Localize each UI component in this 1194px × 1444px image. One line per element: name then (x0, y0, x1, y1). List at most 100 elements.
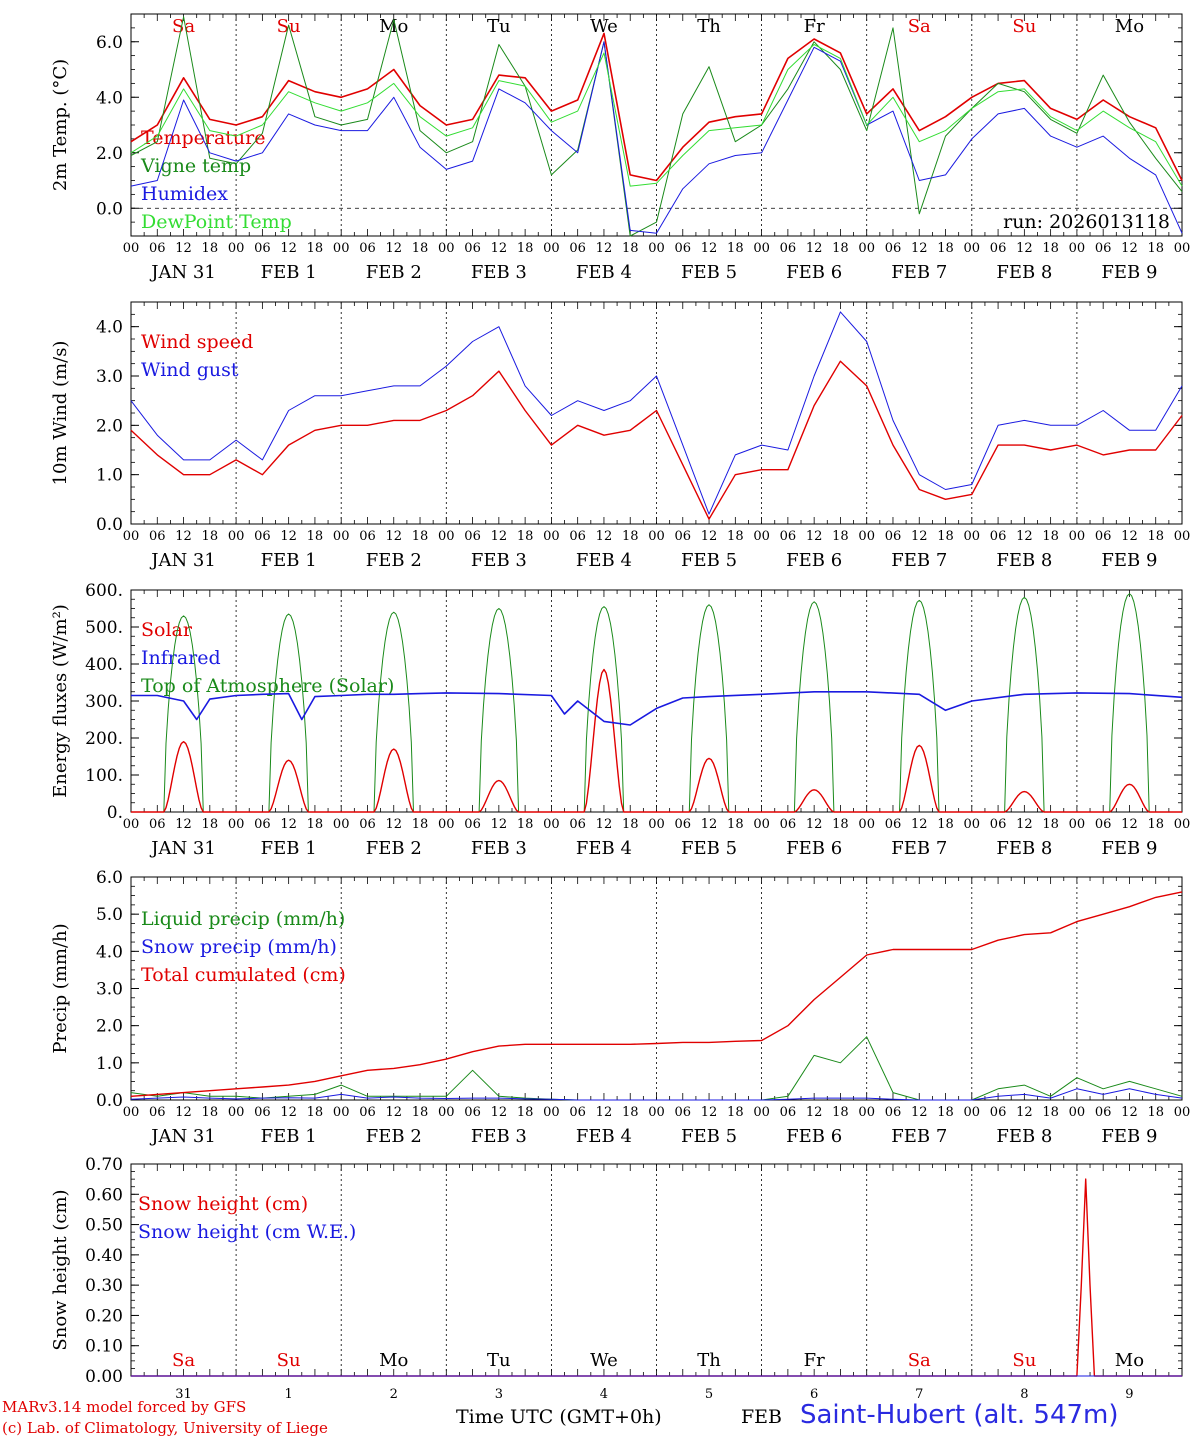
panel-2-hour-label: 18 (307, 817, 324, 832)
panel-2-series-infrared (131, 690, 1183, 726)
panel-2-y-tick-label: 600. (85, 581, 123, 601)
panel-0-y-tick-label: 6.0 (96, 33, 123, 53)
panel-0-date-label: FEB 6 (786, 262, 842, 283)
panel-4-y-tick-label: 0.40 (85, 1246, 123, 1266)
panel-0-hour-label: 18 (307, 241, 324, 256)
panel-2-hour-label: 06 (990, 817, 1007, 832)
panel-1-hour-label: 12 (175, 529, 192, 544)
panel-0-y-axis-title: 2m Temp. (°C) (50, 59, 71, 191)
panel-1-hour-label: 18 (1147, 529, 1164, 544)
panel-1-hour-label: 00 (964, 529, 981, 544)
panel-0-hour-label-last: 00 (1174, 241, 1191, 256)
panel-1-hour-label: 06 (149, 529, 166, 544)
panel-3-hour-label: 00 (543, 1105, 560, 1120)
panel-0-hour-label: 18 (202, 241, 219, 256)
panel-0-date-label: FEB 9 (1101, 262, 1157, 283)
panel-0-hour-label: 18 (622, 241, 639, 256)
panel-2-hour-label: 00 (333, 817, 350, 832)
panel-1-series-wind-speed (130, 360, 1183, 520)
panel-1-y-tick-label: 3.0 (96, 367, 123, 387)
panel-0-hour-label: 18 (517, 241, 534, 256)
panel-1-date-label: FEB 2 (366, 550, 422, 571)
panel-2-y-axis-title: Energy fluxes (W/m²) (50, 604, 71, 798)
panel-3-hour-label: 06 (359, 1105, 376, 1120)
panel-4-y-tick-label: 0.10 (85, 1337, 123, 1357)
panel-0-series-humidex (130, 41, 1183, 234)
panel-2-hour-label: 06 (359, 817, 376, 832)
panel-1-hour-label: 18 (307, 529, 324, 544)
panel-1-hour-label: 00 (858, 529, 875, 544)
panel-0-y-tick-label: 4.0 (96, 88, 123, 108)
panel-2-hour-label: 18 (832, 817, 849, 832)
panel-4-day-name: Mo (1115, 1350, 1144, 1371)
panel-1-hour-label: 00 (123, 529, 140, 544)
panel-4-y-tick-label: 0.70 (85, 1155, 123, 1175)
panel-3-date-label: FEB 9 (1101, 1126, 1157, 1147)
panel-2-date-label: FEB 4 (576, 838, 632, 859)
panel-1-hour-label: 00 (438, 529, 455, 544)
panel-2-hour-label: 00 (964, 817, 981, 832)
panel-3-y-tick-label: 1.0 (96, 1054, 123, 1074)
panel-0-hour-label: 12 (806, 241, 823, 256)
panel-2-date-label: FEB 5 (681, 838, 737, 859)
panel-2-series-solar (131, 668, 1182, 813)
panel-1-hour-label: 12 (596, 529, 613, 544)
panel-4-y-tick-label: 0.00 (85, 1367, 123, 1387)
panel-2-date-label: FEB 2 (366, 838, 422, 859)
panel-4-day-name: Mo (379, 1350, 408, 1371)
panel-0-date-label: FEB 1 (261, 262, 317, 283)
panel-3-hour-label: 12 (806, 1105, 823, 1120)
panel-0-hour-label: 00 (858, 241, 875, 256)
panel-3-hour-label: 00 (753, 1105, 770, 1120)
panel-0-hour-label: 18 (832, 241, 849, 256)
panel-3-hour-label: 06 (990, 1105, 1007, 1120)
panel-2-hour-label: 06 (885, 817, 902, 832)
panel-2-hour-label: 12 (385, 817, 402, 832)
panel-1-hour-label: 18 (412, 529, 429, 544)
panel-2-hour-label: 00 (648, 817, 665, 832)
panel-4-day-number: 5 (705, 1387, 713, 1402)
panel-2-hour-label: 12 (1121, 817, 1138, 832)
panel-2-y-tick-label: 400. (85, 655, 123, 675)
panel-2-hour-label: 06 (675, 817, 692, 832)
panel-1-hour-label: 06 (885, 529, 902, 544)
panel-1-hour-label: 18 (517, 529, 534, 544)
panel-0-day-name: Tu (487, 16, 511, 37)
panel-0-day-name: Sa (908, 16, 931, 37)
panel-3-series-snow-precip-mm-h- (130, 1088, 1183, 1101)
panel-0-hour-label: 00 (964, 241, 981, 256)
station-title: Saint-Hubert (alt. 547m) (800, 1400, 1119, 1430)
panel-4-legend-entry: Snow height (cm) (138, 1193, 308, 1215)
panel-0-y-tick-label: 0.0 (96, 199, 123, 219)
credit-line-1: MARv3.14 model forced by GFS (2, 1398, 247, 1416)
panel-0-hour-label: 12 (175, 241, 192, 256)
panel-3-hour-label: 06 (885, 1105, 902, 1120)
panel-3-hour-label: 06 (149, 1105, 166, 1120)
panel-0-day-name: Sa (172, 16, 195, 37)
panel-0-date-label: FEB 3 (471, 262, 527, 283)
panel-3-hour-label: 00 (964, 1105, 981, 1120)
panel-3-hour-label: 12 (175, 1105, 192, 1120)
panel-4-day-name: Sa (172, 1350, 195, 1371)
panel-3-hour-label: 18 (1042, 1105, 1059, 1120)
panel-1-date-label: FEB 9 (1101, 550, 1157, 571)
panel-3-hour-label: 00 (333, 1105, 350, 1120)
panel-3-y-tick-label: 0.0 (96, 1091, 123, 1111)
panel-3-hour-label: 00 (228, 1105, 245, 1120)
panel-0-day-name: Su (1012, 16, 1036, 37)
panel-1-hour-label: 06 (254, 529, 271, 544)
panel-3-series-total-cumulated-cm- (130, 891, 1183, 1097)
panel-3-hour-label: 00 (438, 1105, 455, 1120)
panel-0-hour-label: 18 (937, 241, 954, 256)
panel-2-date-label: FEB 6 (786, 838, 842, 859)
panel-2-hour-label: 12 (1016, 817, 1033, 832)
panel-4-day-name: Su (277, 1350, 301, 1371)
panel-2-date-label: JAN 31 (149, 838, 216, 859)
panel-0-series-vigne-temp (130, 16, 1183, 237)
panel-3-y-tick-label: 6.0 (96, 868, 123, 888)
panel-1-hour-label: 18 (832, 529, 849, 544)
panel-3-hour-label: 18 (412, 1105, 429, 1120)
panel-2-y-tick-label: 100. (85, 766, 123, 786)
panel-2-hour-label: 12 (911, 817, 928, 832)
panel-0-hour-label: 00 (438, 241, 455, 256)
